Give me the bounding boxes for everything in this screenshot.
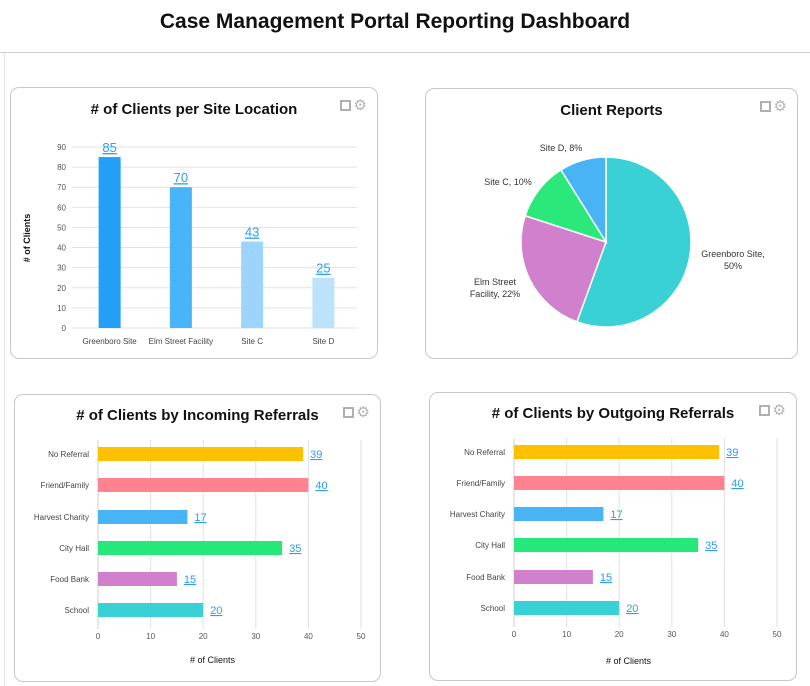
y-tick-label: School	[481, 604, 506, 613]
x-tick-label: 10	[562, 630, 571, 639]
bar	[98, 478, 309, 492]
y-tick-label: Food Bank	[466, 573, 506, 582]
data-label: 39	[310, 449, 322, 461]
gear-icon[interactable]: ⚙	[772, 402, 786, 419]
y-tick-label: School	[65, 606, 90, 615]
data-label: 35	[705, 540, 717, 552]
y-axis-label: # of Clients	[22, 214, 32, 263]
bar	[514, 476, 725, 490]
data-label: 17	[610, 509, 622, 521]
y-tick-label: 20	[57, 284, 66, 293]
x-tick-label: 40	[720, 630, 729, 639]
bar	[514, 570, 593, 584]
x-tick-label: Greenboro Site	[82, 337, 137, 346]
bar	[98, 157, 121, 328]
bar	[98, 572, 177, 586]
x-tick-label: Site C	[241, 337, 263, 346]
data-label: 85	[102, 140, 116, 155]
bar	[514, 601, 620, 615]
y-tick-label: 50	[57, 223, 66, 232]
y-tick-label: 10	[57, 304, 66, 313]
data-label: 40	[731, 478, 743, 490]
pie-label: Site C, 10%	[484, 177, 532, 187]
y-tick-label: City Hall	[59, 544, 89, 553]
bar	[312, 277, 335, 328]
y-tick-label: City Hall	[475, 541, 505, 550]
data-label: 17	[194, 512, 206, 524]
expand-icon[interactable]	[758, 404, 770, 416]
bar	[98, 541, 283, 555]
y-tick-label: 0	[62, 324, 67, 333]
data-label: 70	[174, 170, 188, 185]
header-divider	[0, 52, 810, 53]
pie-label: Site D, 8%	[540, 143, 583, 153]
panel-title: # of Clients per Site Location	[90, 101, 298, 118]
y-tick-label: 30	[57, 264, 66, 273]
data-label: 40	[315, 480, 327, 492]
data-label: 35	[289, 543, 301, 555]
y-tick-label: Friend/Family	[457, 479, 505, 488]
x-tick-label: 50	[357, 632, 366, 641]
bar	[98, 510, 188, 524]
data-label: 39	[726, 447, 738, 459]
data-label: 15	[600, 572, 612, 584]
bar	[98, 447, 304, 461]
panel-outgoing-referrals: # of Clients by Outgoing Referrals ⚙	[429, 392, 797, 681]
x-tick-label: 50	[773, 630, 782, 639]
y-tick-label: Food Bank	[50, 575, 90, 584]
y-tick-label: 60	[57, 203, 66, 212]
pie-slice	[559, 156, 607, 245]
data-label: 43	[245, 225, 259, 240]
x-tick-label: 30	[667, 630, 676, 639]
data-label: 20	[210, 605, 222, 617]
x-tick-label: 20	[615, 630, 624, 639]
panel-title: Client Reports	[560, 102, 663, 119]
expand-icon[interactable]	[342, 406, 354, 418]
panel-incoming-referrals: # of Clients by Incoming Referrals ⚙	[14, 394, 381, 682]
y-tick-label: Harvest Charity	[450, 510, 505, 519]
data-label: 25	[316, 261, 330, 276]
bar	[98, 603, 204, 617]
x-tick-label: Elm Street Facility	[149, 337, 213, 346]
expand-icon[interactable]	[759, 100, 771, 112]
data-label: 15	[184, 574, 196, 586]
y-tick-label: 90	[57, 143, 66, 152]
x-tick-label: 20	[199, 632, 208, 641]
page-title: Case Management Portal Reporting Dashboa…	[159, 10, 631, 33]
bar	[514, 507, 604, 521]
x-axis-label: # of Clients	[606, 656, 652, 666]
data-label: 20	[626, 603, 638, 615]
x-tick-label: 30	[251, 632, 260, 641]
pie-slice	[520, 214, 607, 323]
pie-label: Elm Street Facility, 22%	[470, 277, 520, 299]
pie-slice	[575, 156, 692, 328]
bar	[241, 241, 264, 328]
gear-icon[interactable]: ⚙	[353, 97, 367, 114]
y-tick-label: No Referral	[464, 448, 505, 457]
bar	[514, 445, 720, 459]
y-tick-label: Friend/Family	[41, 481, 89, 490]
x-tick-label: 0	[512, 630, 517, 639]
gear-icon[interactable]: ⚙	[773, 98, 787, 115]
gear-icon[interactable]: ⚙	[356, 404, 370, 421]
panel-title: # of Clients by Incoming Referrals	[76, 407, 319, 424]
x-tick-label: 10	[146, 632, 155, 641]
pie-label: Greenboro Site, 50%	[701, 249, 765, 271]
y-tick-label: Harvest Charity	[34, 513, 89, 522]
x-axis-label: # of Clients	[190, 655, 236, 665]
x-tick-label: Site D	[312, 337, 334, 346]
left-divider	[4, 53, 5, 686]
panel-title: # of Clients by Outgoing Referrals	[491, 405, 735, 422]
y-tick-label: 70	[57, 183, 66, 192]
expand-icon[interactable]	[339, 99, 351, 111]
x-tick-label: 0	[96, 632, 101, 641]
y-tick-label: No Referral	[48, 450, 89, 459]
y-tick-label: 80	[57, 163, 66, 172]
bar	[169, 187, 192, 328]
y-tick-label: 40	[57, 244, 66, 253]
x-tick-label: 40	[304, 632, 313, 641]
bar	[514, 538, 699, 552]
